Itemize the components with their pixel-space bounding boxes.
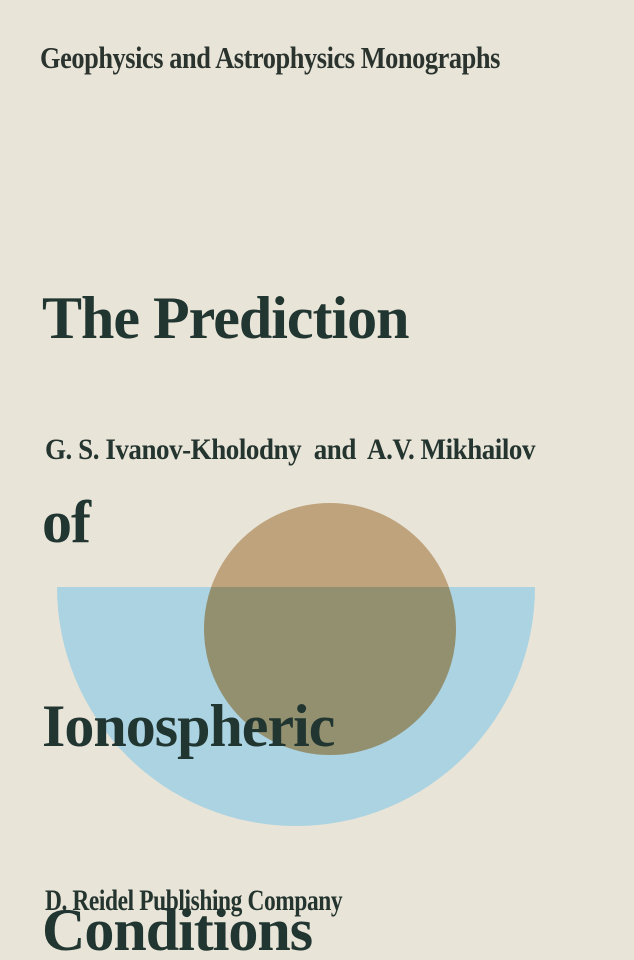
series-title: Geophysics and Astrophysics Monographs: [40, 40, 500, 75]
book-title-line-3: Ionospheric: [42, 693, 335, 759]
book-title-line-2: of: [42, 489, 91, 555]
emblem-overlap-olive-lower: [204, 587, 456, 755]
emblem-tan-circle-upper: [211, 503, 449, 587]
publisher-line: D. Reidel Publishing Company: [45, 884, 343, 917]
book-title-line-4: Conditions: [42, 897, 313, 960]
authors-line: G. S. Ivanov-Kholodny and A.V. Mikhailov: [45, 433, 536, 466]
book-title-line-1: The Prediction: [42, 285, 410, 351]
book-title: The Prediction of Ionospheric Conditions: [42, 148, 410, 960]
